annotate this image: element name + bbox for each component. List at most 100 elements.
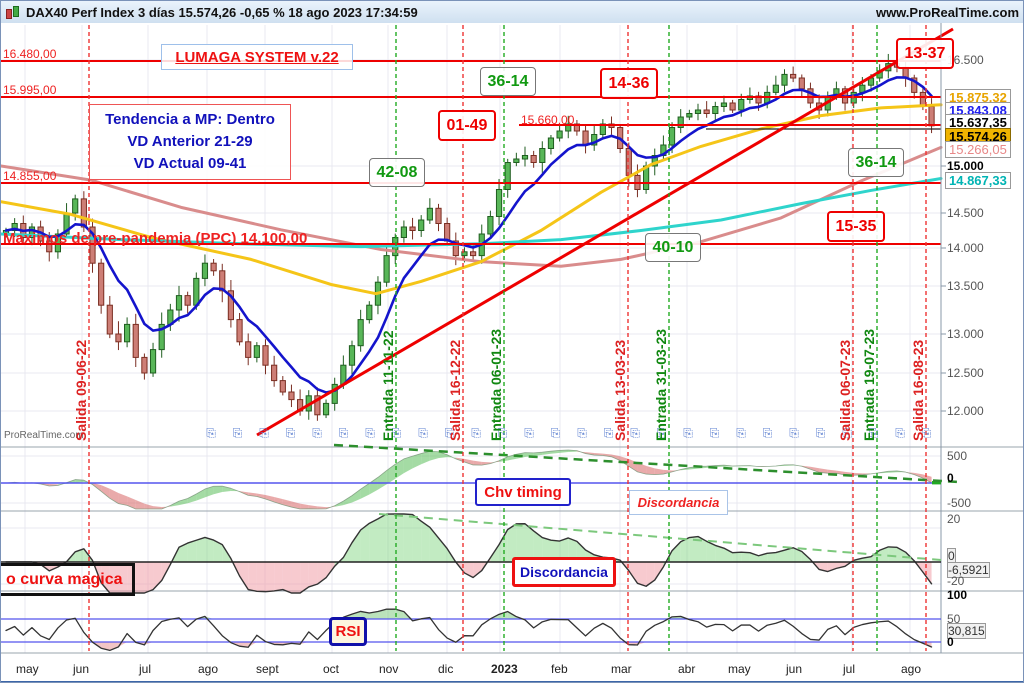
panel-axis-label: 0 (947, 635, 954, 649)
note-icon[interactable]: ⎘ (868, 426, 879, 440)
level-15660-label: 15.660,00 (521, 113, 575, 127)
note-icon[interactable]: ⎘ (285, 426, 296, 440)
salida-label[interactable]: Salida 13-03-23 (612, 339, 628, 441)
note-icon[interactable]: ⎘ (338, 426, 349, 440)
note-icon[interactable]: ⎘ (391, 426, 402, 440)
price-axis-marker: 15.637,35 (945, 114, 1011, 131)
note-icon[interactable]: ⎘ (630, 426, 640, 440)
entrada-label[interactable]: Entrada 19-07-23 (861, 328, 877, 441)
note-icon[interactable]: ⎘ (683, 426, 693, 440)
panel-axis-label: 0 (947, 471, 954, 485)
curva-magica-label[interactable]: o curva magica (1, 563, 135, 596)
note-icon[interactable]: ⎘ (709, 426, 720, 440)
signal-box-40-10[interactable]: 40-10 (645, 233, 701, 262)
note-icon[interactable]: ⎘ (577, 426, 587, 440)
note-icon[interactable]: ⎘ (418, 426, 428, 440)
note-icon[interactable]: ⎘ (842, 426, 852, 440)
price-axis-marker: 15.875,32 (945, 89, 1011, 106)
salida-label[interactable]: Salida 16-12-22 (447, 339, 463, 441)
panel-axis-label: -20 (947, 574, 965, 588)
prorealtime-watermark-small: ProRealTime.com (4, 430, 84, 441)
note-icon[interactable]: ⎘ (524, 426, 534, 440)
website-link[interactable]: www.ProRealTime.com (875, 4, 1019, 20)
month-label-sept: sept (256, 662, 279, 676)
month-label-may: may (16, 662, 39, 676)
signal-box-36-14[interactable]: 36-14 (848, 148, 904, 177)
signal-box-14-36[interactable]: 14-36 (600, 68, 658, 99)
price-axis-marker: 15.574,26 (945, 128, 1011, 145)
note-icon[interactable]: ⎘ (815, 426, 826, 440)
lumaga-system-label[interactable]: LUMAGA SYSTEM v.22 (161, 44, 353, 70)
tendencia-line1: Tendencia a MP: Dentro (105, 111, 275, 129)
price-axis-tick: 14.000 (947, 241, 984, 255)
note-icon[interactable]: ⎘ (365, 426, 375, 440)
month-label-nov: nov (379, 662, 399, 676)
tendencia-note-box[interactable]: Tendencia a MP: Dentro VD Anterior 21-29… (89, 104, 291, 180)
month-label-abr: abr (678, 662, 696, 676)
chart-title: DAX40 Perf Index 3 días 15.574,26 -0,65 … (26, 4, 418, 20)
month-label-jun: jun (786, 662, 803, 676)
note-icon[interactable]: ⎘ (736, 426, 746, 440)
price-axis-tick: 16.500 (947, 53, 984, 67)
note-icon[interactable]: ⎘ (444, 426, 455, 440)
month-label-ago: ago (198, 662, 219, 676)
entrada-label[interactable]: Entrada 11-11-22 (380, 330, 396, 441)
price-axis-marker: 15.266,05 (945, 141, 1011, 158)
month-label-dic: dic (438, 662, 454, 676)
month-label-may: may (728, 662, 751, 676)
discordancia-italic-label[interactable]: Discordancia (629, 490, 728, 515)
month-label-jul: jul (139, 662, 152, 676)
note-icon[interactable]: ⎘ (762, 426, 773, 440)
note-icon[interactable]: ⎘ (656, 426, 667, 440)
signal-box-01-49[interactable]: 01-49 (438, 110, 496, 141)
month-label-mar: mar (611, 662, 632, 676)
price-axis-tick: 13.500 (947, 279, 984, 293)
panel-axis-label: 20 (947, 512, 961, 526)
panel-axis-label: 100 (947, 588, 968, 602)
level-label-left: 15.995,00 (3, 83, 57, 97)
entrada-label[interactable]: Entrada 31-03-23 (653, 328, 669, 441)
salida-label[interactable]: Salida 16-08-23 (910, 339, 926, 441)
price-axis-tick: 12.000 (947, 404, 984, 418)
month-label-feb: feb (551, 662, 568, 676)
rsi-label[interactable]: RSI (329, 617, 367, 646)
price-axis-marker: 14.867,33 (945, 172, 1011, 189)
panel-axis-label: -6,5921 (947, 562, 990, 578)
entrada-label[interactable]: Entrada 06-01-23 (488, 328, 504, 441)
price-axis-tick: 14.500 (947, 206, 984, 220)
month-label-ago: ago (901, 662, 922, 676)
note-icon[interactable]: ⎘ (497, 426, 508, 440)
level-label-left: 14.855,00 (3, 169, 57, 183)
panel-axis-label: 30,815 (947, 623, 986, 639)
candlestick-logo-icon (4, 5, 22, 19)
note-icon[interactable]: ⎘ (789, 426, 799, 440)
note-icon[interactable]: ⎘ (232, 426, 243, 440)
price-axis-tick: 13.000 (947, 327, 984, 341)
note-icon[interactable]: ⎘ (259, 426, 269, 440)
ppc-level-label[interactable]: Maximos de pre-pandemia (PPC) 14.100,00 (3, 230, 308, 247)
note-icon[interactable]: ⎘ (603, 426, 614, 440)
panel-axis-label: 500 (947, 449, 968, 463)
note-icon[interactable]: ⎘ (921, 426, 932, 440)
month-label-oct: oct (323, 662, 340, 676)
month-label-jul: jul (843, 662, 856, 676)
note-icon[interactable]: ⎘ (206, 426, 216, 440)
signal-box-36-14[interactable]: 36-14 (480, 67, 536, 96)
tendencia-line3: VD Actual 09-41 (133, 154, 247, 172)
tendencia-line2: VD Anterior 21-29 (127, 133, 253, 151)
note-icon[interactable]: ⎘ (312, 426, 322, 440)
note-icon[interactable]: ⎘ (895, 426, 905, 440)
price-axis-tick: 12.500 (947, 366, 984, 380)
note-icon[interactable]: ⎘ (550, 426, 561, 440)
note-icon[interactable]: ⎘ (471, 426, 481, 440)
signal-box-15-35[interactable]: 15-35 (827, 211, 885, 242)
month-label-jun: jun (73, 662, 90, 676)
chv-timing-label[interactable]: Chv timing (475, 478, 571, 506)
discordancia-box-label[interactable]: Discordancia (512, 557, 616, 587)
signal-box-42-08[interactable]: 42-08 (369, 158, 425, 187)
panel-axis-label: 50 (947, 612, 961, 626)
salida-label[interactable]: Salida 06-07-23 (837, 339, 853, 441)
salida-label[interactable]: Salida 09-06-22 (73, 339, 89, 441)
signal-box-13-37[interactable]: 13-37 (896, 38, 954, 69)
